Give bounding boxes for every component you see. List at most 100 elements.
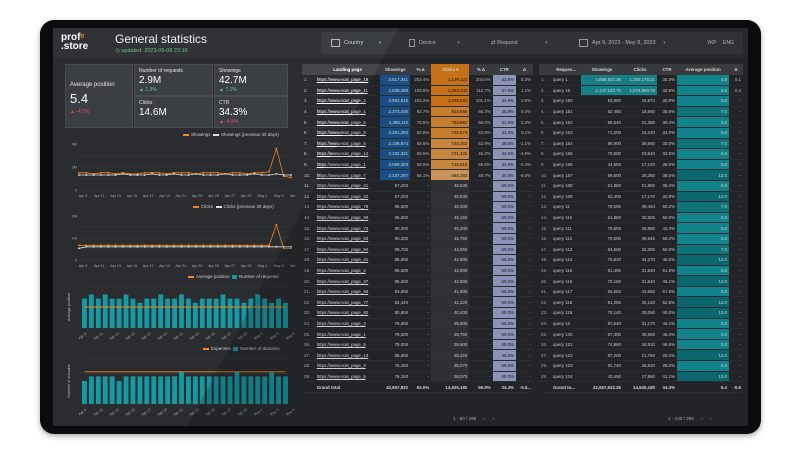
date-range-picker[interactable]: Apr 9, 2023 - May 8, 2023 ▾ <box>579 32 699 54</box>
table-row[interactable]: 14. https://www.ecat_page_59 96,500-46,150… <box>302 212 533 224</box>
table-row[interactable]: 26. query 121 74,860 34,810 46.5% 5.0- <box>539 339 743 351</box>
table-row[interactable]: 25. query 120 67,300 30,550 45.4% 4.0- <box>539 328 743 340</box>
table-row[interactable]: 18. https://www.ecat_page_41 85,600-42,800… <box>302 254 533 266</box>
landing-page-link[interactable]: https://www.ecat_page_5 <box>314 138 381 150</box>
column-header[interactable]: % Δ <box>469 64 493 75</box>
table-row[interactable]: 5. query 162 65,540 21,380 30.4% 5.0- <box>539 116 743 128</box>
table-row[interactable]: 12. https://www.ecat_page_42 97,203-48,630… <box>302 191 533 203</box>
table-row[interactable]: 10. https://www.ecat_page_7 2,237,297 65.1%… <box>302 169 533 181</box>
table-row[interactable]: 25. https://www.ecat_page_1 79,500-39,750-… <box>302 328 533 340</box>
landing-page-link[interactable]: https://www.ecat_page_5 <box>314 339 381 351</box>
table-row[interactable]: 6. query 163 71,200 24,240 34.0% 6.0- <box>539 127 743 139</box>
request-filter[interactable]: ⇄ Request ▾ <box>491 40 548 46</box>
landing-page-link[interactable]: https://www.ecat_page_21 <box>314 180 381 192</box>
table-row[interactable]: 3. query 160 53,980 16,674 30.9% 5.0- <box>539 95 743 107</box>
table-row[interactable]: 26. https://www.ecat_page_5 79,000-39,500-… <box>302 339 533 351</box>
next-page-button[interactable]: › <box>492 416 494 421</box>
table-row[interactable]: 24. query 12 67,540 31,170 46.1% 5.0- <box>539 318 743 330</box>
table-row[interactable]: 4. query 161 52,480 18,660 35.6% 7.0- <box>539 106 743 118</box>
landing-page-link[interactable]: https://www.ecat_page_59 <box>314 212 381 224</box>
table-row[interactable]: 27. https://www.ecat_page_13 95,800-38,320… <box>302 349 533 362</box>
landing-page-link[interactable]: https://www.ecat_page_19 <box>314 75 381 86</box>
table-row[interactable]: 15. query 111 70,593 29,850 42.3% 5.0- <box>539 222 743 234</box>
table-row[interactable]: 24. https://www.ecat_page_3 79,800-39,900-… <box>302 318 533 330</box>
table-row[interactable]: 17. https://www.ecat_page_94 89,700-44,850… <box>302 244 533 256</box>
table-row[interactable]: 1. query 1 3,069,922.36 1,150,178.21 34.3% 4.… <box>539 75 743 86</box>
table-row[interactable]: 22. https://www.ecat_page_77 82,440-41,220… <box>302 296 533 309</box>
column-header[interactable]: Landing page <box>314 64 381 75</box>
table-row[interactable]: 27. query 122 87,200 21,760 25.0% 12.0- <box>539 349 743 362</box>
column-header[interactable] <box>302 64 315 75</box>
table-row[interactable]: 7. https://www.ecat_page_5 2,106,874 58.6% 7… <box>302 138 533 150</box>
table-row[interactable]: 5. https://www.ecat_page_6 2,355,110 75.5% 7… <box>302 116 533 128</box>
next-page-button[interactable]: › <box>709 416 712 421</box>
landing-page-link[interactable]: https://www.ecat_page_78 <box>314 201 381 213</box>
landing-page-link[interactable]: https://www.ecat_page_14 <box>314 148 381 160</box>
landing-page-link[interactable]: https://www.ecat_page_94 <box>314 244 381 256</box>
prev-page-button[interactable]: ‹ <box>701 416 703 421</box>
table-row[interactable]: 17. query 113 64,600 32,300 50.0% 7.0- <box>539 244 743 256</box>
landing-page-link[interactable]: https://www.ecat_page_3 <box>314 360 381 372</box>
landing-page-link[interactable]: https://www.ecat_page_73 <box>314 222 381 234</box>
table-row[interactable]: 29. query 124 43,450 17,860 41.1% 12.0- <box>539 371 743 383</box>
table-row[interactable]: 15. https://www.ecat_page_73 90,200-45,200… <box>302 222 533 234</box>
column-header[interactable]: Clicks ▾ <box>431 64 470 75</box>
landing-page-link[interactable]: https://www.ecat_page_37 <box>314 275 381 287</box>
column-header[interactable]: Clicks <box>623 64 657 75</box>
column-header[interactable]: Showings <box>380 64 411 75</box>
table-row[interactable]: 3. https://www.ecat_page_2 2,963,616 103.2%… <box>302 95 533 107</box>
table-row[interactable]: 6. https://www.ecat_page_8 2,201,262 62.8% 7… <box>302 127 533 139</box>
landing-page-link[interactable]: https://www.ecat_page_1 <box>314 159 381 171</box>
table-row[interactable]: 1. https://www.ecat_page_19 3,517,341 202.4… <box>302 75 533 86</box>
table-row[interactable]: 23. query 119 70,140 28,050 40.0% 12.0- <box>539 307 743 319</box>
table-row[interactable]: 9. query 166 44,550 17,140 38.5% 5.0- <box>539 159 743 171</box>
lang-en-button[interactable]: ENG <box>723 40 734 46</box>
landing-page-link[interactable]: https://www.ecat_page_2 <box>314 265 381 277</box>
table-row[interactable]: 12. query 109 52,400 17,170 32.8% 12.0- <box>539 191 743 203</box>
table-row[interactable]: 20. query 116 70,160 31,640 45.1% 12.0- <box>539 275 743 287</box>
landing-page-link[interactable]: https://www.ecat_page_13 <box>314 349 381 362</box>
landing-page-link[interactable]: https://www.ecat_page_63 <box>314 233 381 245</box>
table-row[interactable]: 11. https://www.ecat_page_21 97,203-48,630… <box>302 180 533 192</box>
table-row[interactable]: 18. query 114 70,620 34,270 48.5% 12.0- <box>539 254 743 266</box>
table-row[interactable]: 16. query 112 70,500 39,645 56.2% 5.0- <box>539 233 743 245</box>
column-header[interactable]: CTR <box>492 64 516 75</box>
table-row[interactable]: 10. query 167 68,600 26,380 38.5% 12.0- <box>539 169 743 181</box>
table-row[interactable]: 28. https://www.ecat_page_3 76,150-38,070-… <box>302 360 533 372</box>
landing-page-link[interactable]: https://www.ecat_page_2 <box>314 95 381 107</box>
column-header[interactable] <box>539 64 551 75</box>
table-row[interactable]: 20. https://www.ecat_page_37 85,600-42,800… <box>302 275 533 287</box>
landing-page-link[interactable]: https://www.ecat_page_56 <box>314 286 381 298</box>
landing-page-link[interactable]: https://www.ecat_page_77 <box>314 296 381 309</box>
table-row[interactable]: 9. https://www.ecat_page_1 2,069,303 56.5% 7… <box>302 159 533 171</box>
country-filter[interactable]: Country ▾ <box>331 32 401 54</box>
landing-page-link[interactable]: https://www.ecat_page_92 <box>314 307 381 319</box>
table-row[interactable]: 2. https://www.ecat_page_11 2,838,498 105.5… <box>302 85 533 97</box>
table-row[interactable]: 4. https://www.ecat_page_1 2,273,430 92.7% 8… <box>302 106 533 118</box>
landing-page-link[interactable]: https://www.ecat_page_1 <box>314 106 381 118</box>
table-row[interactable]: 21. https://www.ecat_page_56 83,600-41,800… <box>302 286 533 298</box>
table-row[interactable]: 7. query 164 88,900 26,660 30.0% 7.0- <box>539 138 743 150</box>
landing-page-link[interactable]: https://www.ecat_page_6 <box>314 116 381 128</box>
landing-page-link[interactable]: https://www.ecat_page_11 <box>314 85 381 97</box>
column-header[interactable]: % Δ <box>410 64 432 75</box>
landing-page-link[interactable]: https://www.ecat_page_41 <box>314 254 381 266</box>
column-header[interactable]: CTR <box>657 64 677 75</box>
table-row[interactable]: 2. query 16 2,147,140.76 1,074,960.76 32.6% 5… <box>539 85 743 97</box>
table-row[interactable]: 19. query 115 61,460 31,640 51.5% 5.0- <box>539 265 743 277</box>
landing-page-link[interactable]: https://www.ecat_page_42 <box>314 191 381 203</box>
landing-page-link[interactable]: https://www.ecat_page_7 <box>314 169 381 181</box>
device-filter[interactable]: Device ▾ <box>409 32 484 54</box>
table-row[interactable]: 21. query 117 64,653 43,650 67.5% 5.0- <box>539 286 743 298</box>
table-row[interactable]: 28. query 123 91,740 26,810 29.2% 5.0- <box>539 360 743 372</box>
table-row[interactable]: 29. https://www.ecat_page_5 76,150-38,070-… <box>302 371 533 383</box>
table-row[interactable]: 8. https://www.ecat_page_14 2,152,321 65.5%… <box>302 148 533 160</box>
table-row[interactable]: 23. https://www.ecat_page_92 80,800-40,400… <box>302 307 533 319</box>
column-header[interactable]: Average position <box>677 64 729 75</box>
landing-page-link[interactable]: https://www.ecat_page_3 <box>314 318 381 330</box>
table-row[interactable]: 8. query 165 70,600 23,640 33.5% 6.0- <box>539 148 743 160</box>
prev-page-button[interactable]: ‹ <box>483 416 486 421</box>
table-row[interactable]: 14. query 110 61,850 30,925 50.0% 5.0- <box>539 212 743 224</box>
landing-page-link[interactable]: https://www.ecat_page_8 <box>314 127 381 139</box>
table-row[interactable]: 13. query 11 78,560 39,454 50.2% 7.0- <box>539 201 743 213</box>
